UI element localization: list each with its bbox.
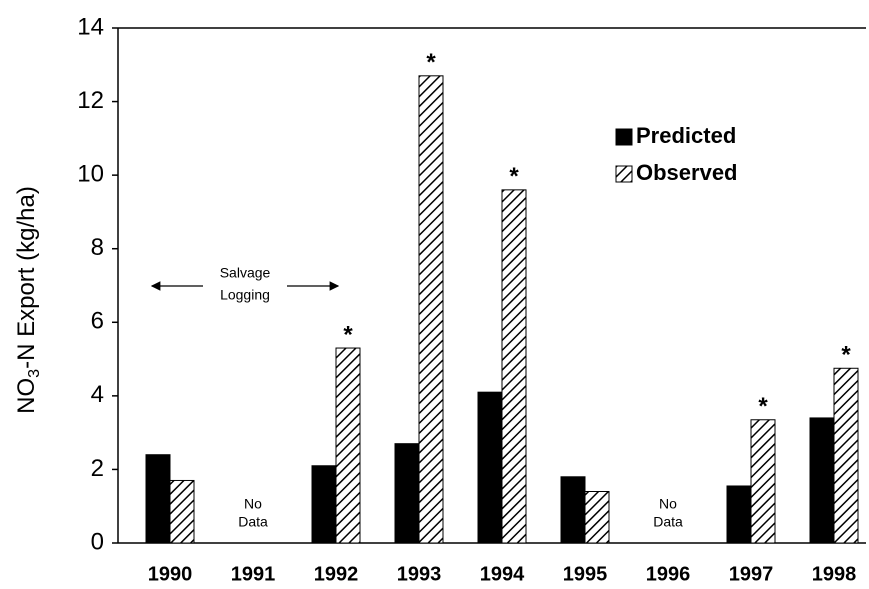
bar (501, 189, 527, 544)
y-tick-label: 8 (91, 234, 104, 261)
x-tick-label: 1994 (480, 563, 525, 585)
y-tick-label: 6 (91, 308, 104, 335)
y-tick-label: 12 (77, 87, 104, 114)
y-tick-label: 10 (77, 160, 104, 187)
bar (335, 347, 361, 544)
x-tick-label: 1992 (314, 563, 359, 585)
significance-marker: * (758, 393, 768, 420)
bar (394, 443, 420, 544)
bar (584, 491, 610, 544)
bar (169, 479, 195, 544)
y-tick-label: 14 (77, 13, 104, 40)
y-label-subscript: 3 (26, 369, 43, 378)
bar (726, 485, 752, 544)
x-tick-label: 1997 (729, 563, 774, 585)
x-tick-label: 1998 (812, 563, 857, 585)
significance-marker: * (343, 321, 353, 348)
x-tick-label: 1993 (397, 563, 442, 585)
x-tick-label: 1996 (646, 563, 691, 585)
y-tick-label: 4 (91, 381, 104, 408)
x-tick-label: 1990 (148, 563, 193, 585)
bar (750, 419, 776, 544)
x-tick-label: 1991 (231, 563, 276, 585)
y-axis-label: NO3-N Export (kg/ha) (13, 186, 43, 414)
legend-swatch (615, 165, 633, 183)
y-tick-label: 2 (91, 455, 104, 482)
bar (560, 476, 586, 544)
bar (477, 391, 503, 544)
bar (809, 417, 835, 544)
y-label-part: -N Export (kg/ha) (13, 186, 40, 369)
period-note: Logging (220, 287, 270, 303)
no-data-note: Data (653, 514, 683, 530)
legend-swatch (615, 128, 633, 146)
bar (311, 465, 337, 544)
significance-marker: * (841, 342, 851, 369)
x-tick-label: 1995 (563, 563, 608, 585)
no-data-note: Data (238, 514, 268, 530)
legend-label: Predicted (636, 123, 736, 148)
legend-label: Observed (636, 160, 738, 185)
y-label-part: NO (13, 378, 40, 414)
y-tick-label: 0 (91, 528, 104, 555)
no-data-note: No (244, 496, 262, 512)
bar (833, 367, 859, 544)
no-data-note: No (659, 496, 677, 512)
significance-marker: * (509, 163, 519, 190)
significance-marker: * (426, 49, 436, 76)
bar (145, 454, 171, 544)
bar (418, 75, 444, 544)
period-note: Salvage (220, 265, 271, 281)
